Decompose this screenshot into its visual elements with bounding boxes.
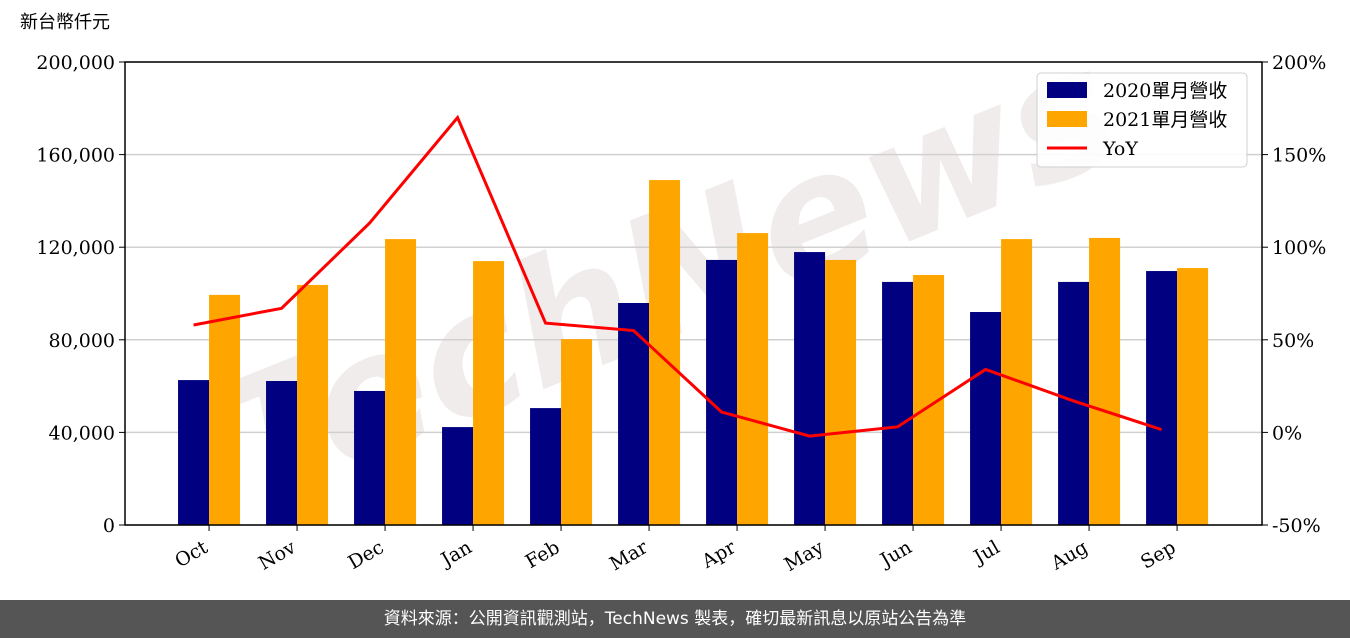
yoy-line <box>193 114 1163 438</box>
y-tick-label: 160,000 <box>36 145 115 167</box>
bar <box>825 259 857 525</box>
bar <box>737 233 769 526</box>
y2-tick-label: 200% <box>1272 52 1326 74</box>
x-tick-label: Jan <box>436 536 476 572</box>
bar <box>970 312 1002 525</box>
bar <box>530 408 562 525</box>
bar <box>618 302 650 525</box>
y2-tick-label: -50% <box>1272 515 1321 537</box>
x-tick-label: May <box>781 536 828 576</box>
x-tick-label: Jun <box>875 536 916 572</box>
bar <box>266 381 298 525</box>
y-tick-label: 40,000 <box>49 422 115 444</box>
bar <box>1089 237 1121 525</box>
bar <box>649 180 681 525</box>
y2-tick-label: 50% <box>1272 330 1314 352</box>
x-tick-label: Feb <box>522 536 564 573</box>
bar <box>706 259 738 525</box>
y-axis-label: 新台幣仟元 <box>20 12 110 33</box>
bar <box>794 252 826 525</box>
y2-tick-label: 150% <box>1272 145 1326 167</box>
bar <box>1177 268 1209 525</box>
legend-swatch <box>1047 82 1087 98</box>
x-tick-label: Dec <box>344 536 387 574</box>
y-tick-label: 80,000 <box>49 330 115 352</box>
x-tick-label: Jul <box>968 536 1003 569</box>
bar <box>473 261 505 525</box>
legend-label: 2021單月營收 <box>1103 109 1227 131</box>
chart: 新台幣仟元 TechNews 040,00080,000120,000160,0… <box>20 7 1326 576</box>
legend-label: 2020單月營收 <box>1103 80 1227 102</box>
bar <box>297 284 329 525</box>
bar <box>178 380 210 525</box>
bar <box>354 390 386 525</box>
plot-frame <box>124 61 1263 526</box>
y-tick-label: 120,000 <box>36 237 115 259</box>
bar <box>209 294 241 525</box>
x-tick-label: Sep <box>1137 536 1180 573</box>
bar <box>882 281 914 525</box>
x-tick-label: Mar <box>606 536 652 575</box>
y2-tick-label: 0% <box>1272 422 1302 444</box>
bar <box>385 239 417 525</box>
footer: 資料來源：公開資訊觀測站，TechNews 製表，確切最新訊息以原站公告為準 <box>0 600 1350 638</box>
x-tick-label: Oct <box>171 536 212 572</box>
y2-tick-label: 100% <box>1272 237 1326 259</box>
x-tick-label: Apr <box>697 536 740 573</box>
x-tick-label: Aug <box>1047 536 1092 575</box>
legend-box <box>1036 72 1248 168</box>
bar <box>1146 271 1178 525</box>
y-tick-label: 200,000 <box>36 52 115 74</box>
legend-swatch <box>1047 111 1087 127</box>
bar <box>561 339 593 525</box>
legend-label: YoY <box>1102 138 1138 160</box>
bar <box>442 427 474 525</box>
x-tick-label: Nov <box>255 536 300 575</box>
y-tick-label: 0 <box>103 515 115 537</box>
